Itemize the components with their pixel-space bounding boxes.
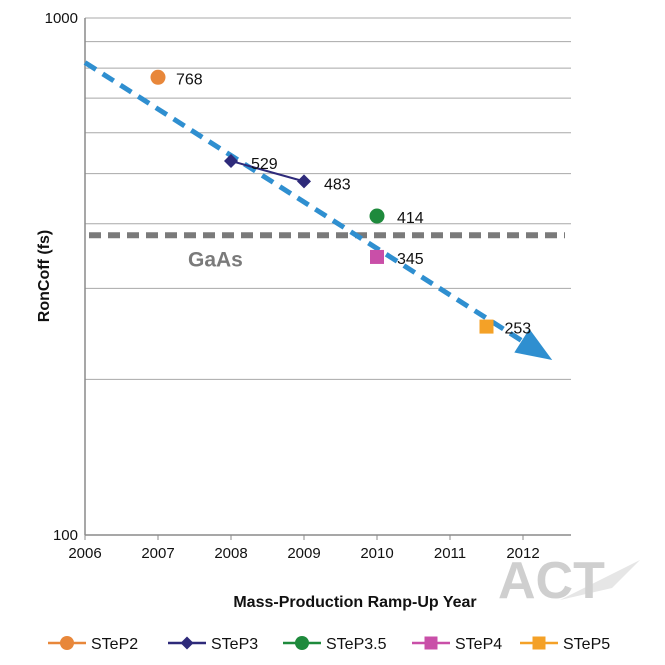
data-label: 483 xyxy=(324,176,351,193)
data-point xyxy=(224,153,238,168)
legend-item: STeP2 xyxy=(48,636,138,653)
data-point xyxy=(150,69,166,85)
gaas-label: GaAs xyxy=(188,248,243,271)
legend-marker xyxy=(532,636,546,650)
legend-label: STeP3 xyxy=(211,636,258,653)
data-point xyxy=(369,208,385,224)
watermark: ACT xyxy=(498,552,640,610)
x-tick-label: 2009 xyxy=(287,545,320,562)
grid xyxy=(85,17,571,380)
series-line xyxy=(230,160,305,183)
y-axis-title: RonCoff (fs) xyxy=(36,230,53,322)
legend-label: STeP2 xyxy=(91,636,138,653)
axes xyxy=(84,18,571,540)
y-tick-label: 1000 xyxy=(45,10,78,27)
series-step4: 345 xyxy=(370,249,424,268)
x-tick-label: 2012 xyxy=(506,545,539,562)
legend-item: STeP4 xyxy=(412,636,502,653)
series-group: 768 529 483 414 345 253 xyxy=(150,69,532,338)
legend-item: STeP3.5 xyxy=(283,636,387,653)
legend-item: STeP3 xyxy=(168,636,258,653)
legend-marker xyxy=(180,636,194,650)
series-step3: 529 483 xyxy=(224,153,351,193)
reference-line: GaAs xyxy=(89,232,565,271)
data-point xyxy=(479,319,494,334)
legend: STeP2 STeP3 STeP3.5 STeP4 STeP5 xyxy=(48,636,610,653)
legend-label: STeP4 xyxy=(455,636,502,653)
x-tick-label: 2008 xyxy=(214,545,247,562)
x-tick-label: 2006 xyxy=(68,545,101,562)
trend-arrowhead xyxy=(514,328,553,361)
data-point xyxy=(370,249,384,264)
data-label: 345 xyxy=(397,251,424,268)
data-point xyxy=(297,174,311,189)
x-axis-title: Mass-Production Ramp-Up Year xyxy=(233,594,476,611)
series-step3-5: 414 xyxy=(369,208,424,227)
data-label: 414 xyxy=(397,210,424,227)
data-label: 253 xyxy=(505,321,532,338)
legend-label: STeP3.5 xyxy=(326,636,387,653)
x-tick-label: 2011 xyxy=(434,545,466,562)
data-label: 529 xyxy=(251,156,278,173)
x-tick-label: 2010 xyxy=(360,545,393,562)
legend-marker xyxy=(295,636,309,650)
legend-item: STeP5 xyxy=(520,636,610,653)
watermark-swoosh xyxy=(560,560,640,600)
watermark-text: ACT xyxy=(498,552,605,610)
trend-arrow xyxy=(83,60,553,361)
legend-marker xyxy=(60,636,74,650)
legend-label: STeP5 xyxy=(563,636,610,653)
data-label: 768 xyxy=(176,71,203,88)
tick-labels: 2006 2007 2008 2009 2010 2011 2012 100 1000 xyxy=(45,10,540,562)
series-step5: 253 xyxy=(479,319,532,338)
x-tick-label: 2007 xyxy=(141,545,174,562)
y-tick-label: 100 xyxy=(53,527,78,544)
legend-marker xyxy=(424,636,438,650)
trend-line xyxy=(83,60,524,343)
series-step2: 768 xyxy=(150,69,203,88)
